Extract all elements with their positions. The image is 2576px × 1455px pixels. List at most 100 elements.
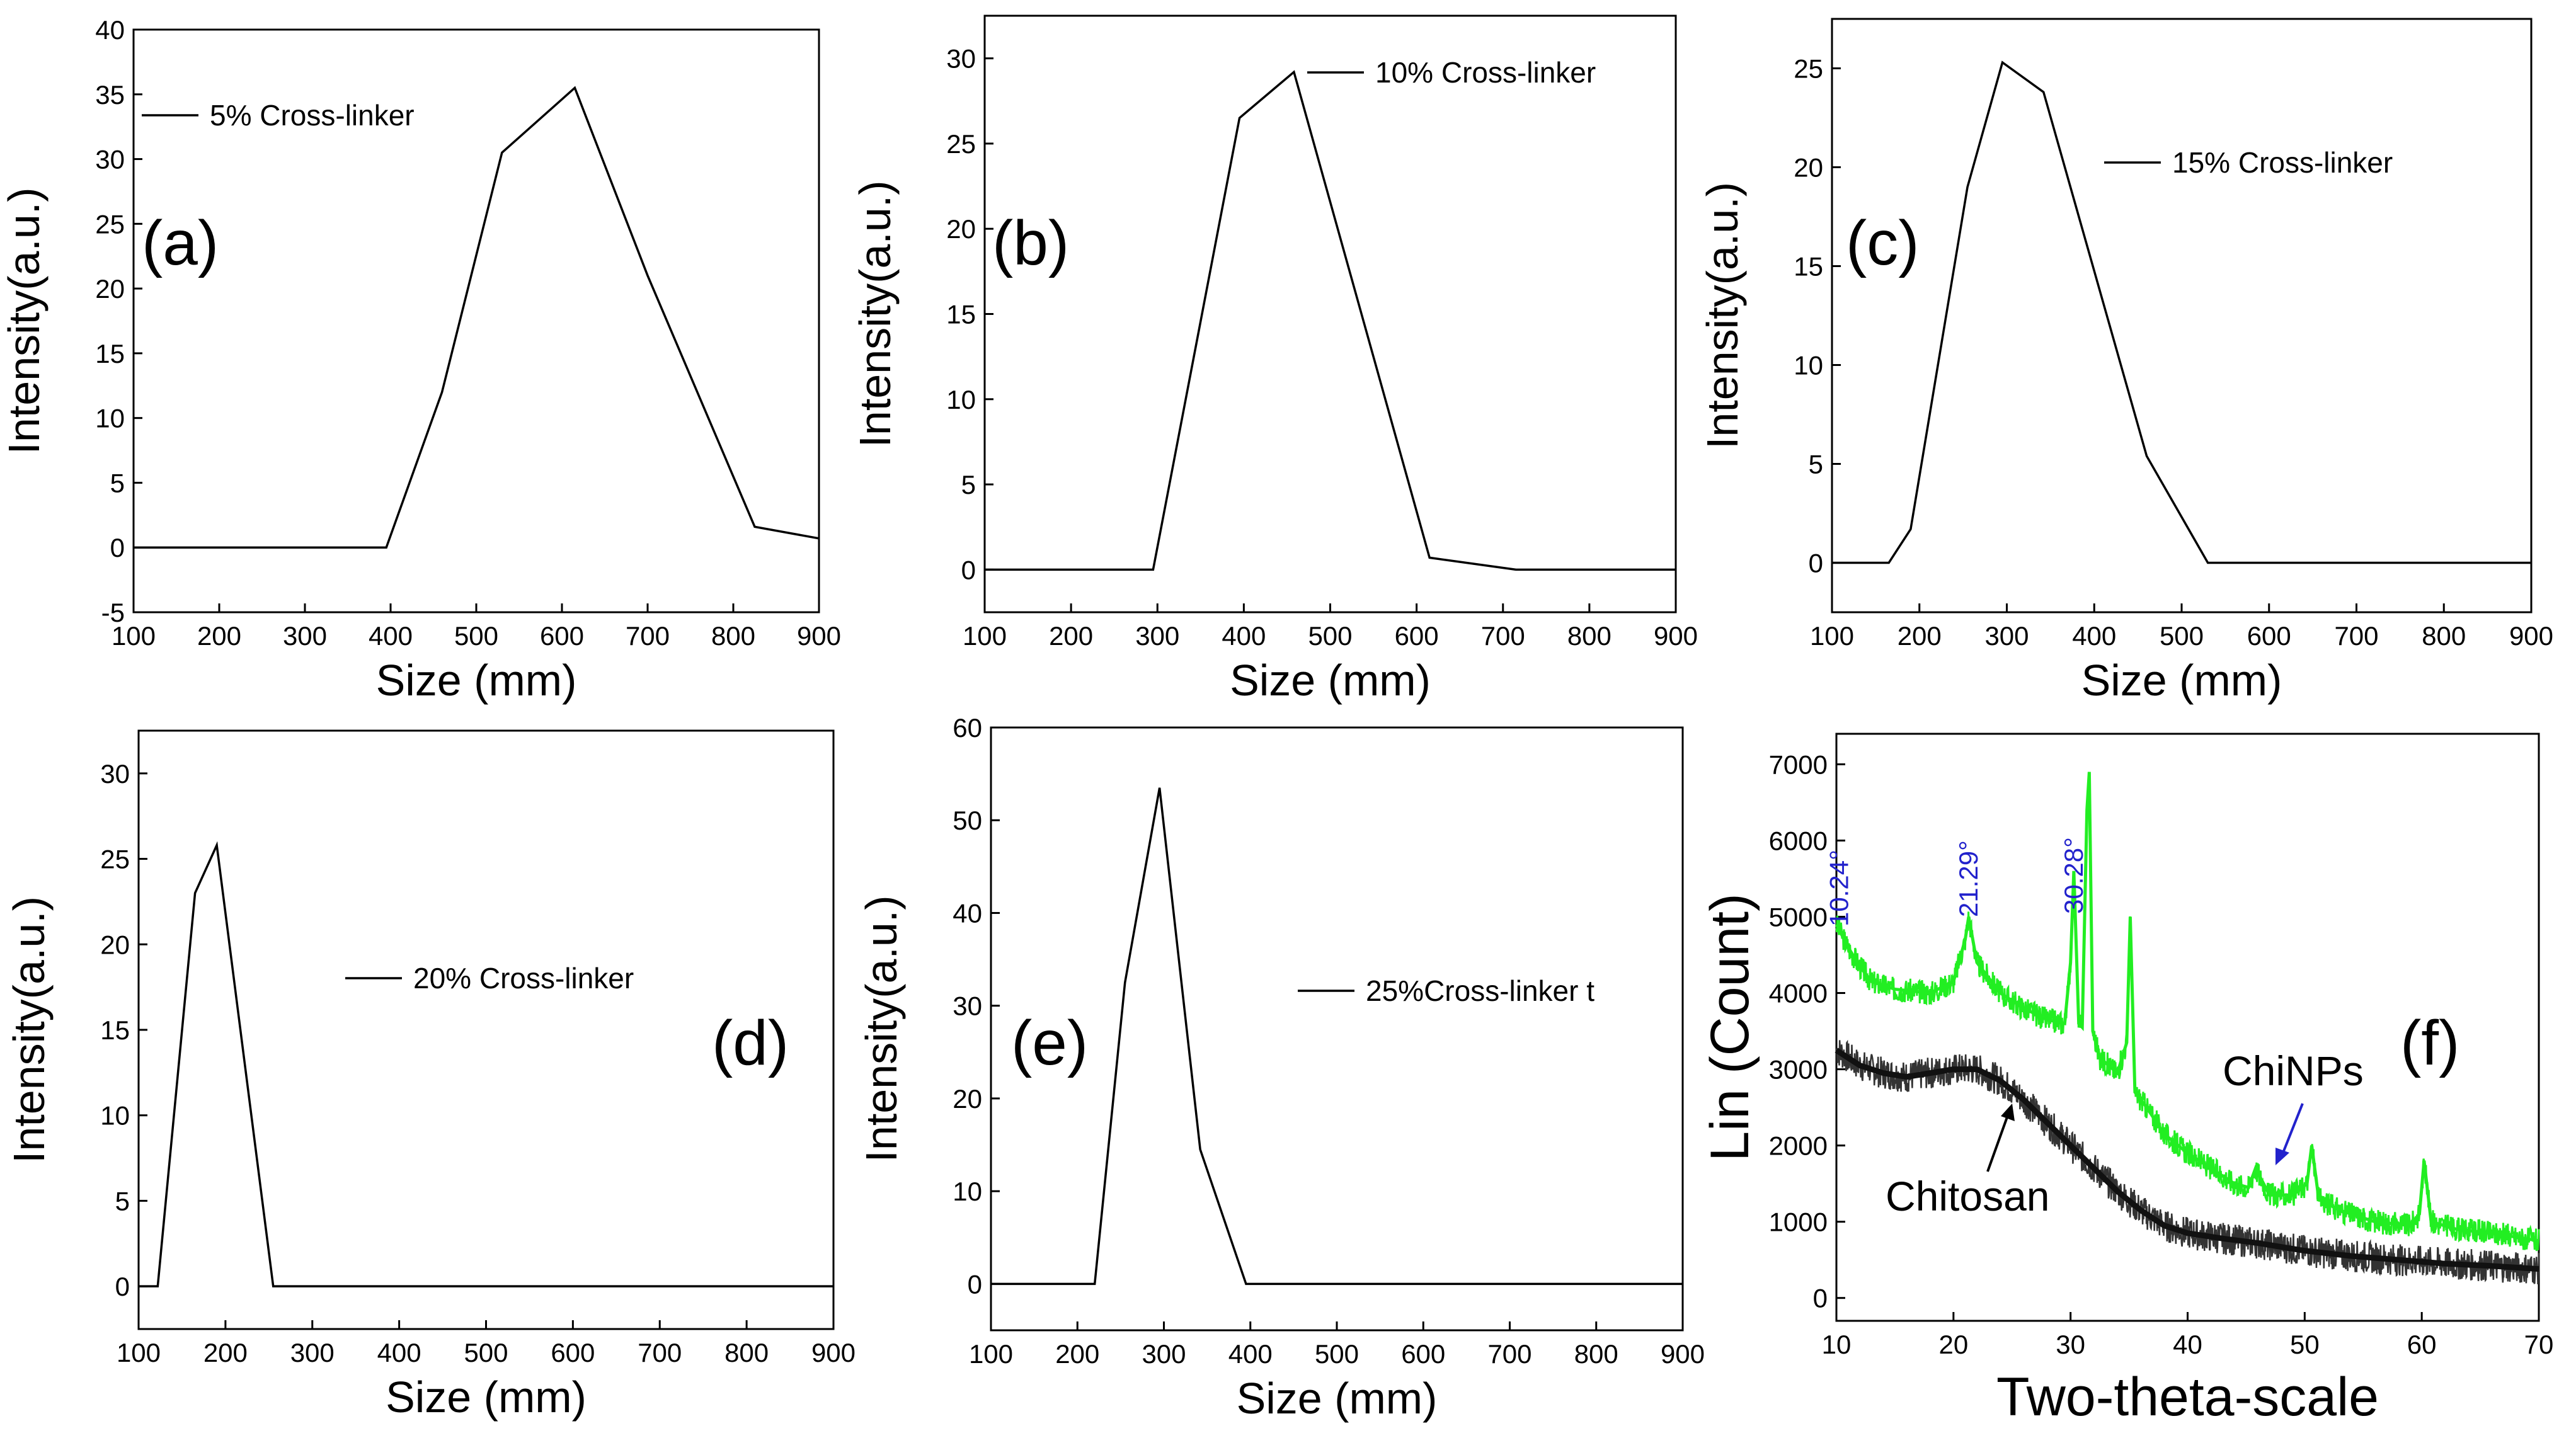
x-axis-label: Size (mm) <box>1237 1374 1438 1423</box>
x-tick-label: 20 <box>1938 1330 1968 1359</box>
panel-label: (e) <box>1011 1008 1088 1078</box>
plot-frame <box>1831 18 2533 613</box>
x-tick-label: 40 <box>2173 1330 2202 1359</box>
x-tick-label: 100 <box>963 621 1007 651</box>
x-tick-label: 800 <box>711 621 755 651</box>
x-tick-label: 200 <box>203 1338 248 1367</box>
x-tick-label: 200 <box>1898 621 1942 651</box>
y-tick-label: 0 <box>968 1269 982 1299</box>
chart-panel-6: 10 20 30 40 50 60 70 0 1000 2000 3000 4000 5000 6000 7… <box>1700 733 2553 1427</box>
y-tick-label: 5 <box>1809 450 1823 479</box>
series-line <box>139 841 833 1287</box>
x-tick-label: 900 <box>1654 621 1698 651</box>
y-tick-label: 35 <box>95 80 125 110</box>
x-tick-label: 200 <box>197 621 241 651</box>
legend-label: 25%Cross-linker t <box>1366 974 1594 1007</box>
annotation-arrow-chinps <box>2281 1103 2304 1156</box>
y-tick-label: 15 <box>100 1015 130 1045</box>
x-tick-label: 800 <box>1574 1339 1618 1369</box>
x-tick-label: 400 <box>377 1338 421 1367</box>
series-line <box>134 86 820 549</box>
chart-panel-5: 100 200 300 400 500 600 700 800 900 0 10 20 30 40 50 60… <box>857 713 1705 1423</box>
panel-label: (a) <box>142 208 219 278</box>
x-tick-label: 600 <box>540 621 584 651</box>
y-tick-label: 10 <box>946 385 976 414</box>
x-tick-label: 500 <box>2160 621 2204 651</box>
y-tick-label: 15 <box>95 339 125 368</box>
y-tick-label: 25 <box>95 209 125 239</box>
x-axis-label: Size (mm) <box>2081 656 2282 705</box>
x-tick-label: 700 <box>2334 621 2378 651</box>
y-axis-label: Lin (Count) <box>1700 893 1760 1161</box>
series-line-chitosan <box>1835 1039 2540 1285</box>
x-tick-label: 500 <box>1308 621 1352 651</box>
x-tick-label: 300 <box>1984 621 2029 651</box>
y-tick-label: 2000 <box>1769 1131 1828 1161</box>
y-tick-label: 10 <box>953 1177 982 1206</box>
x-tick-label: 50 <box>2290 1330 2320 1359</box>
peak-label: 21.29° <box>1954 840 1983 917</box>
series-line <box>1832 60 2531 564</box>
plot-frame <box>990 726 1684 1332</box>
x-tick-label: 600 <box>1395 621 1439 651</box>
x-axis-label: Two-theta-scale <box>1996 1367 2379 1427</box>
y-tick-label: 5 <box>115 1186 130 1216</box>
chart-panel-1: 100 200 300 400 500 600 700 800 900 -5 0 5 10 15 20 25 3… <box>0 15 841 705</box>
series-line <box>985 70 1676 571</box>
x-tick-label: 400 <box>369 621 413 651</box>
y-tick-label: 40 <box>953 898 982 928</box>
y-tick-label: 20 <box>100 930 130 959</box>
legend-label: 15% Cross-linker <box>2172 146 2393 179</box>
legend-label: 5% Cross-linker <box>210 99 415 132</box>
x-tick-label: 600 <box>2247 621 2291 651</box>
x-tick-label: 200 <box>1055 1339 1099 1369</box>
y-tick-label: 10 <box>100 1101 130 1131</box>
y-tick-label: 5000 <box>1769 902 1828 932</box>
y-tick-label: 25 <box>100 845 130 874</box>
x-tick-label: 500 <box>464 1338 508 1367</box>
annotation-chinps: ChiNPs <box>2223 1047 2364 1094</box>
chart-panel-2: 100 200 300 400 500 600 700 800 900 0 5 10 15 20 25 30 S… <box>850 14 1698 705</box>
panel-label: (d) <box>712 1008 789 1078</box>
annotation-chitosan: Chitosan <box>1886 1173 2050 1219</box>
peak-label: 30.28° <box>2059 837 2088 914</box>
y-tick-label: 10 <box>1794 351 1823 380</box>
y-tick-label: 25 <box>946 129 976 159</box>
x-tick-label: 400 <box>1222 621 1266 651</box>
annotation-arrow-chitosan <box>1986 1113 2010 1172</box>
x-tick-label: 100 <box>1810 621 1854 651</box>
x-tick-label: 900 <box>2509 621 2553 651</box>
y-tick-label: 20 <box>95 274 125 304</box>
annotation-arrowhead-chitosan <box>2001 1104 2015 1121</box>
y-axis-label: Intensity(a.u.) <box>857 895 906 1162</box>
y-tick-label: 60 <box>953 713 982 743</box>
x-tick-label: 700 <box>1487 1339 1531 1369</box>
x-tick-label: 800 <box>724 1338 769 1367</box>
y-axis-label: Intensity(a.u.) <box>4 896 54 1163</box>
y-tick-label: 15 <box>1794 252 1823 282</box>
y-tick-label: 20 <box>946 214 976 244</box>
legend-label: 10% Cross-linker <box>1375 56 1596 89</box>
plot-frame <box>983 14 1677 613</box>
x-tick-label: 100 <box>969 1339 1013 1369</box>
x-tick-label: 600 <box>551 1338 595 1367</box>
x-tick-label: 60 <box>2407 1330 2437 1359</box>
panel-label: (f) <box>2400 1008 2459 1078</box>
x-tick-label: 10 <box>1822 1330 1852 1359</box>
y-tick-label: 7000 <box>1769 750 1828 779</box>
x-tick-label: 30 <box>2056 1330 2085 1359</box>
y-tick-label: 0 <box>110 533 125 562</box>
series-line <box>991 787 1683 1286</box>
panel-label: (b) <box>992 208 1069 278</box>
x-tick-label: 100 <box>117 1338 161 1367</box>
x-tick-label: 700 <box>626 621 670 651</box>
y-tick-label: 40 <box>95 15 125 45</box>
x-tick-label: 500 <box>1315 1339 1359 1369</box>
series-line-chitosan-smooth <box>1835 1047 2539 1272</box>
y-tick-label: 30 <box>95 145 125 174</box>
y-tick-label: 1000 <box>1769 1207 1828 1237</box>
y-tick-label: 30 <box>946 44 976 74</box>
chart-panel-4: 100 200 300 400 500 600 700 800 900 0 5 10 15 20 25 30 S… <box>4 729 856 1422</box>
chart-panel-3: 100 200 300 400 500 600 700 800 900 0 5 10 15 20 25 Siz… <box>1698 18 2553 705</box>
